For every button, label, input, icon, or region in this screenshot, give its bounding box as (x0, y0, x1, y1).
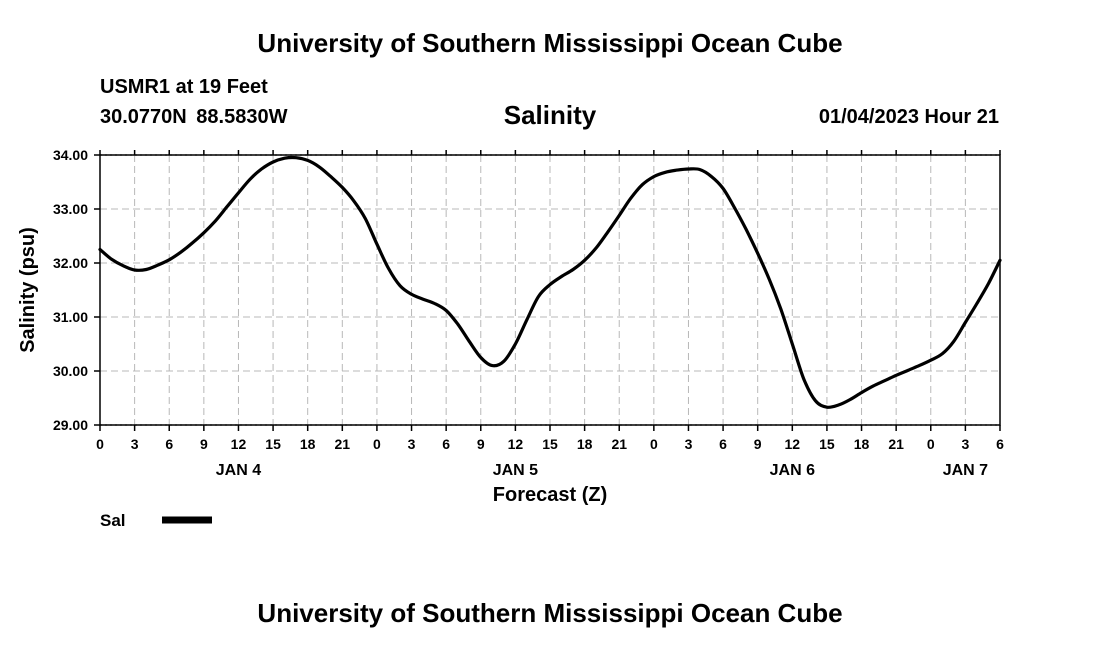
x-tick-label: 15 (819, 436, 835, 452)
x-tick-label: 15 (265, 436, 281, 452)
y-axis-ticks: 29.00 30.00 31.00 32.00 33.00 34.00 (53, 147, 100, 433)
x-tick-label: 15 (542, 436, 558, 452)
x-tick-label: 3 (131, 436, 139, 452)
x-tick-label: 18 (854, 436, 870, 452)
x-tick-label: 12 (785, 436, 801, 452)
station-coordinates: 30.0770N 88.5830W (100, 106, 288, 128)
y-tick-label: 31.00 (53, 309, 88, 325)
x-tick-label: 6 (165, 436, 173, 452)
y-tick-label: 30.00 (53, 363, 88, 379)
day-label: JAN 4 (216, 462, 261, 479)
x-tick-label: 3 (685, 436, 693, 452)
x-tick-label: 12 (508, 436, 524, 452)
day-label: JAN 5 (493, 462, 538, 479)
legend-label: Sal (100, 511, 126, 530)
x-tick-label: 3 (408, 436, 416, 452)
x-tick-label: 3 (961, 436, 969, 452)
x-tick-label: 0 (650, 436, 658, 452)
x-tick-label: 6 (996, 436, 1004, 452)
x-tick-label: 9 (477, 436, 485, 452)
y-tick-label: 33.00 (53, 201, 88, 217)
x-axis-ticks: 0 3 6 9 12 15 18 21 0 3 6 9 12 15 18 21 0 3 6 9 12 15 18 21 0 3 6 (96, 150, 1004, 452)
x-tick-label: 0 (373, 436, 381, 452)
x-tick-label: 0 (927, 436, 935, 452)
y-tick-label: 34.00 (53, 147, 88, 163)
day-label: JAN 6 (770, 462, 815, 479)
x-tick-label: 0 (96, 436, 104, 452)
x-tick-label: 6 (719, 436, 727, 452)
y-axis-label: Salinity (psu) (17, 227, 39, 353)
x-tick-label: 21 (611, 436, 627, 452)
y-tick-label: 29.00 (53, 417, 88, 433)
day-labels: JAN 4 JAN 5 JAN 6 JAN 7 (216, 462, 988, 479)
page-title: University of Southern Mississippi Ocean… (257, 28, 843, 58)
x-tick-label: 18 (577, 436, 593, 452)
x-tick-label: 18 (300, 436, 316, 452)
footer-title: University of Southern Mississippi Ocean… (257, 598, 843, 628)
x-tick-label: 21 (335, 436, 351, 452)
chart-title: Salinity (503, 100, 597, 130)
x-tick-label: 12 (231, 436, 247, 452)
y-tick-label: 32.00 (53, 255, 88, 271)
x-axis-label: Forecast (Z) (493, 484, 607, 506)
x-tick-label: 9 (754, 436, 762, 452)
station-label: USMR1 at 19 Feet (100, 76, 268, 98)
salinity-line (98, 155, 1002, 409)
plot-frame (99, 154, 1001, 426)
day-label: JAN 7 (943, 462, 988, 479)
run-time: 01/04/2023 Hour 21 (818, 106, 999, 128)
x-tick-label: 21 (888, 436, 904, 452)
x-tick-label: 6 (442, 436, 450, 452)
x-tick-label: 9 (200, 436, 208, 452)
